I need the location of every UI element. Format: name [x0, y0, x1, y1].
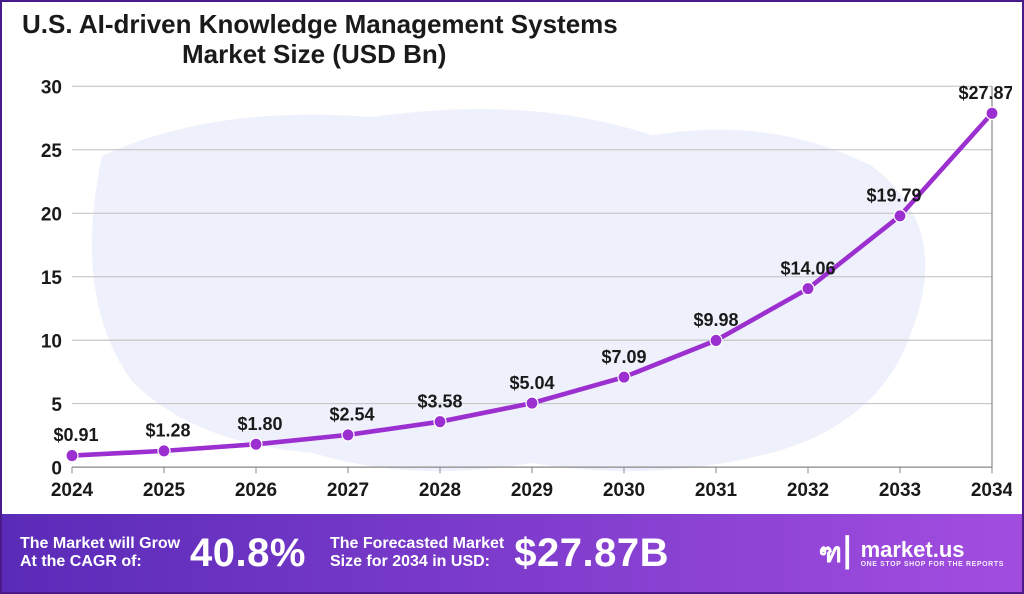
data-marker [66, 449, 78, 461]
y-tick-label: 25 [41, 141, 62, 162]
data-marker [802, 282, 814, 294]
data-label: $5.04 [509, 372, 555, 392]
x-tick-label: 2027 [327, 479, 369, 500]
brand-name: market.us [861, 539, 1004, 561]
data-marker [342, 429, 354, 441]
map-silhouette [92, 109, 925, 471]
x-tick-label: 2026 [235, 479, 277, 500]
cagr-value: 40.8% [190, 531, 306, 576]
cagr-label: The Market will GrowAt the CAGR of: [20, 535, 180, 572]
data-label: $19.79 [866, 185, 921, 205]
data-marker [158, 445, 170, 457]
y-tick-label: 20 [41, 204, 62, 225]
data-marker [250, 438, 262, 450]
forecast-label: The Forecasted MarketSize for 2034 in US… [330, 535, 504, 572]
data-label: $3.58 [417, 391, 462, 411]
data-marker [710, 334, 722, 346]
x-tick-label: 2028 [419, 479, 462, 500]
data-label: $7.09 [601, 346, 646, 366]
data-label: $27.87 [958, 83, 1012, 103]
x-tick-label: 2031 [695, 479, 738, 500]
data-label: $2.54 [329, 404, 375, 424]
x-tick-label: 2029 [511, 479, 553, 500]
data-marker [986, 107, 998, 119]
chart-title: U.S. AI-driven Knowledge Management Syst… [2, 2, 1022, 70]
x-tick-label: 2033 [879, 479, 921, 500]
chart-title-line2: Market Size (USD Bn) [22, 40, 1002, 70]
chart-card: U.S. AI-driven Knowledge Management Syst… [0, 0, 1024, 594]
y-tick-label: 0 [51, 458, 62, 479]
y-tick-label: 5 [51, 394, 62, 415]
brand-tagline: ONE STOP SHOP FOR THE REPORTS [861, 561, 1004, 568]
data-label: $9.98 [693, 310, 738, 330]
x-tick-label: 2030 [603, 479, 645, 500]
y-tick-label: 15 [41, 267, 62, 288]
x-tick-label: 2024 [51, 479, 94, 500]
x-tick-label: 2025 [143, 479, 186, 500]
forecast-value: $27.87B [514, 531, 669, 576]
chart-area: 0510152025302024202520262027202820292030… [12, 74, 1012, 514]
data-label: $14.06 [780, 258, 835, 278]
data-marker [618, 371, 630, 383]
line-chart: 0510152025302024202520262027202820292030… [12, 74, 1012, 514]
brand-logo-icon: ฑ⎮ [819, 531, 853, 575]
data-marker [894, 210, 906, 222]
data-marker [526, 397, 538, 409]
brand-block: ฑ⎮ market.us ONE STOP SHOP FOR THE REPOR… [819, 531, 1004, 575]
footer-banner: The Market will GrowAt the CAGR of: 40.8… [2, 514, 1022, 592]
data-label: $0.91 [53, 425, 98, 445]
data-marker [434, 415, 446, 427]
data-label: $1.28 [145, 420, 190, 440]
x-tick-label: 2034 [971, 479, 1012, 500]
chart-title-line1: U.S. AI-driven Knowledge Management Syst… [22, 10, 1002, 40]
x-tick-label: 2032 [787, 479, 829, 500]
y-tick-label: 10 [41, 331, 62, 352]
y-tick-label: 30 [41, 77, 62, 98]
data-label: $1.80 [237, 414, 282, 434]
